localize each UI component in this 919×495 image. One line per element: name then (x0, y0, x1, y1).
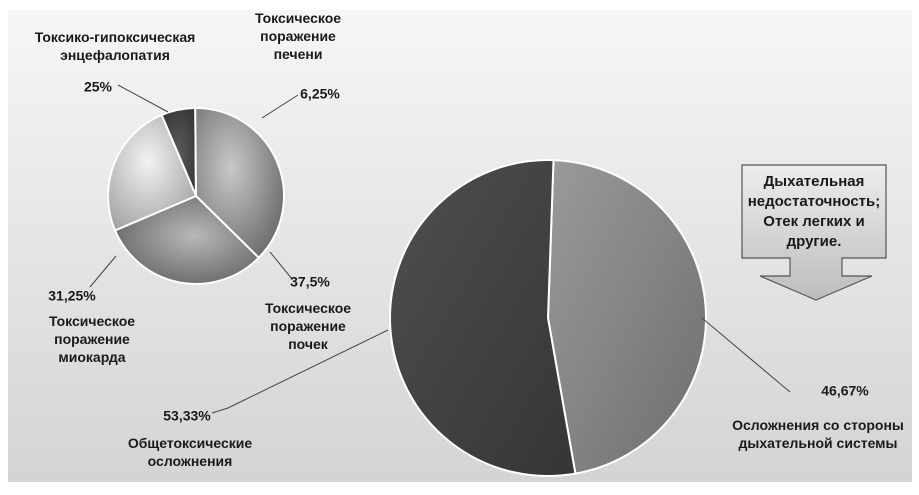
slice-category-label-line: Токсическое (49, 313, 135, 329)
leader-line (269, 251, 293, 280)
pie-chart-2: 46,67% Осложнения со стороны дыхательной с… (128, 159, 904, 477)
pie-chart-1: 6,25% Токсическое поражение печени 37,5% Токс… (35, 10, 352, 365)
leader-line (211, 329, 389, 414)
pie-slice (389, 159, 577, 477)
slice-value-label: 6,25% (300, 86, 340, 102)
slice-category-label: Токсическое поражение миокарда (49, 313, 135, 365)
callout-text-line: другие. (787, 233, 842, 250)
leader-line (261, 94, 299, 119)
slice-category-label-line: миокарда (58, 349, 125, 365)
slice-category-label-line: дыхательной системы (738, 435, 897, 451)
callout-text-line: недостаточность; (748, 193, 881, 210)
slice-value-label: 53,33% (163, 408, 211, 424)
slice-category-label-line: Токсическое (255, 10, 341, 26)
slice-category-label: Общетоксические осложнения (128, 435, 253, 469)
slice-category-label-line: энцефалопатия (60, 47, 170, 63)
slice-category-label: Токсическое поражение печени (255, 10, 341, 62)
pie-slice (546, 159, 707, 475)
pie-slice (107, 113, 198, 232)
slice-category-label-line: Токсико-гипоксическая (35, 29, 196, 45)
pies-layer: 6,25% Токсическое поражение печени 37,5% Токс… (35, 10, 904, 477)
slice-category-label-line: почек (288, 336, 329, 352)
slice-category-label-line: поражение (270, 318, 346, 334)
slice-category-label-line: Токсическое (265, 300, 351, 316)
slice-category-label-line: осложнения (148, 453, 233, 469)
slice-category-label-line: поражение (54, 331, 130, 347)
slice-category-label-line: Осложнения со стороны (732, 417, 904, 433)
slice-category-label-line: Общетоксические (128, 435, 253, 451)
slice-category-label: Токсико-гипоксическая энцефалопатия (35, 29, 196, 63)
callout-arrow-box (741, 164, 887, 301)
slice-value-label: 46,67% (821, 383, 869, 399)
pie-slice (194, 107, 285, 260)
leader-line (89, 255, 117, 288)
slice-category-label: Токсическое поражение почек (265, 300, 351, 352)
slice-category-label-line: печени (274, 46, 323, 62)
leader-line (117, 84, 169, 113)
callout-text: Дыхательная недостаточность; Отек легких и… (748, 173, 881, 250)
slice-category-label: Осложнения со стороны дыхательной системы (732, 417, 904, 451)
slice-value-label: 31,25% (48, 288, 96, 304)
leader-line (701, 317, 791, 393)
callout: Дыхательная недостаточность; Отек легких и… (741, 164, 887, 301)
slice-category-label-line: поражение (260, 28, 336, 44)
callout-text-line: Дыхательная (764, 173, 865, 190)
pie-slice (113, 194, 261, 285)
slice-value-label: 37,5% (290, 274, 330, 290)
slice-value-label: 25% (84, 79, 113, 95)
callout-text-line: Отек легких и (763, 213, 864, 230)
